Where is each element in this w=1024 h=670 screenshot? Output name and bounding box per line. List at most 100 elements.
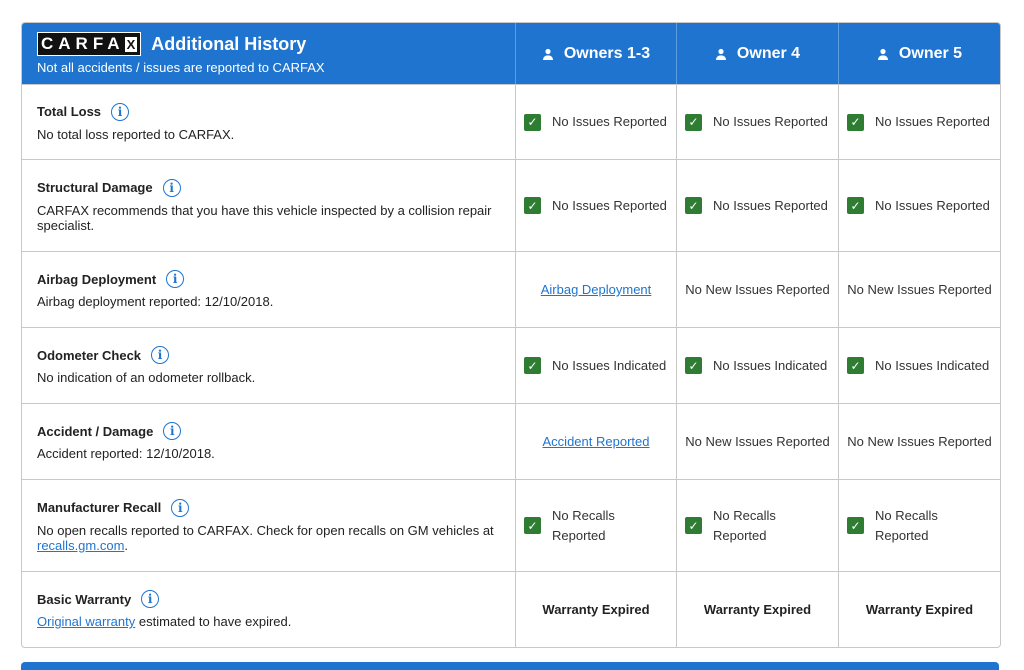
status-cell: ✓ No Issues Indicated [838,328,1000,403]
info-icon[interactable]: i [166,270,185,288]
row-title: Odometer Check [37,347,142,363]
row-description: Airbag deployment reported: 12/10/2018. [37,294,500,309]
row-desc-text: No total loss reported to CARFAX. [37,126,235,142]
row-desc-text: Airbag deployment reported: 12/10/2018. [37,294,274,309]
row-title: Structural Damage [37,180,153,195]
table-row: Total Loss i No total loss reported to CAR… [22,84,1000,159]
status-text: No Issues Reported [875,197,990,213]
status-cell: ✓ No Recalls Reported [515,480,676,571]
table-row: Structural Damage i CARFAX recommends that… [22,159,1000,251]
row-title: Airbag Deployment [37,271,157,287]
status-cell: ✓ No Issues Reported [676,85,838,159]
status-text: No Recalls Reported [875,507,938,543]
status-text: No Issues Reported [713,197,828,213]
status-text: Warranty Expired [703,602,812,617]
row-desc-text: CARFAX recommends that you have this veh… [37,202,492,233]
status-cell: ✓ No Issues Reported [515,85,676,159]
status-cell: Warranty Expired [515,572,676,647]
row-desc-suffix: . [124,537,129,553]
status-cell: Warranty Expired [838,572,1000,647]
info-icon[interactable]: i [162,178,181,197]
status-text: No New Issues Reported [847,282,992,297]
info-icon[interactable]: i [141,590,160,608]
checkmark-icon: ✓ [524,113,541,131]
header-brand: CARFA X Additional History Not all acciden… [22,23,515,84]
info-icon[interactable]: i [151,346,170,364]
row-desc-text: No indication of an odometer rollback. [37,370,256,385]
status-cell: ✓ No Issues Reported [838,85,1000,159]
row-description: No total loss reported to CARFAX. [37,127,500,142]
status-text: No Issues Indicated [875,357,990,373]
owner-column-header: Owner 5 [838,23,1000,84]
row-label: Manufacturer Recall i No open recalls repo… [22,480,515,571]
row-label: Accident / Damage i Accident reported: 12/… [22,404,515,479]
checkmark-icon: ✓ [685,517,702,534]
status-cell: ✓ No Issues Reported [676,160,838,251]
row-desc-text: Accident reported: 12/10/2018. [37,446,215,461]
status-cell: Airbag Deployment [515,252,676,327]
table-row: Basic Warranty i Original warranty estimat… [22,571,1000,647]
status-cell: ✓ No Issues Indicated [515,328,676,403]
row-title: Accident / Damage [37,423,154,439]
status-text: Warranty Expired [542,602,650,617]
status-text: No Issues Reported [552,114,667,129]
checkmark-icon: ✓ [847,517,864,534]
info-icon[interactable]: i [171,498,190,517]
status-cell: No New Issues Reported [676,252,838,327]
status-cell: No New Issues Reported [838,404,1000,479]
status-text: No Issues Reported [713,114,828,129]
checkmark-icon: ✓ [847,357,864,374]
table-row: Accident / Damage i Accident reported: 12/… [22,403,1000,479]
row-description: No indication of an odometer rollback. [37,370,500,385]
row-description: No open recalls reported to CARFAX. Chec… [37,523,500,553]
person-icon [715,48,726,60]
page-title: Additional History [151,33,307,54]
additional-history-table: CARFA X Additional History Not all acciden… [21,22,1001,648]
table-row: Airbag Deployment i Airbag deployment repo… [22,251,1000,327]
checkmark-icon: ✓ [685,113,702,131]
status-link[interactable]: Airbag Deployment [540,282,652,297]
checkmark-icon: ✓ [685,357,702,374]
row-title: Total Loss [37,104,102,119]
status-link[interactable]: Accident Reported [542,434,650,449]
status-cell: ✓ No Recalls Reported [838,480,1000,571]
status-cell: ✓ No Issues Indicated [676,328,838,403]
status-text: No New Issues Reported [847,434,992,449]
info-icon[interactable]: i [163,422,182,440]
row-description: Original warranty estimated to have expi… [37,614,500,629]
owner-label: Owners 1-3 [563,44,651,62]
checkmark-icon: ✓ [524,357,541,374]
row-label: Total Loss i No total loss reported to CAR… [22,85,515,159]
owner-column-header: Owners 1-3 [515,23,676,84]
status-text: No New Issues Reported [685,434,830,449]
row-label: Structural Damage i CARFAX recommends that… [22,160,515,251]
checkmark-icon: ✓ [524,197,541,214]
recalls-link[interactable]: recalls.gm.com [37,537,125,553]
info-icon[interactable]: i [111,102,130,121]
status-cell: ✓ No Issues Reported [838,160,1000,251]
status-text: No New Issues Reported [685,282,830,297]
status-text: No Recalls Reported [552,507,615,543]
warranty-link[interactable]: Original warranty [37,614,136,629]
status-text: Warranty Expired [865,602,974,617]
status-text: No Recalls Reported [713,507,776,543]
row-label: Airbag Deployment i Airbag deployment repo… [22,252,515,327]
row-label: Basic Warranty i Original warranty estimat… [22,572,515,647]
status-cell: Accident Reported [515,404,676,479]
table-header: CARFA X Additional History Not all acciden… [22,23,1000,84]
checkmark-icon: ✓ [524,517,541,534]
status-cell: No New Issues Reported [838,252,1000,327]
row-description: CARFAX recommends that you have this veh… [37,203,500,233]
checkmark-icon: ✓ [847,197,864,214]
status-cell: ✓ No Recalls Reported [676,480,838,571]
row-label: Odometer Check i No indication of an odome… [22,328,515,403]
table-row: Odometer Check i No indication of an odome… [22,327,1000,403]
owner-label: Owner 5 [898,44,963,62]
row-title: Manufacturer Recall [37,500,162,515]
status-text: No Issues Reported [552,197,667,213]
row-desc-text: No open recalls reported to CARFAX. Chec… [37,522,494,538]
row-title: Basic Warranty [37,591,132,607]
row-desc-text: estimated to have expired. [135,614,292,629]
header-subtitle: Not all accidents / issues are reported … [37,60,325,75]
status-text: No Issues Indicated [552,357,667,373]
